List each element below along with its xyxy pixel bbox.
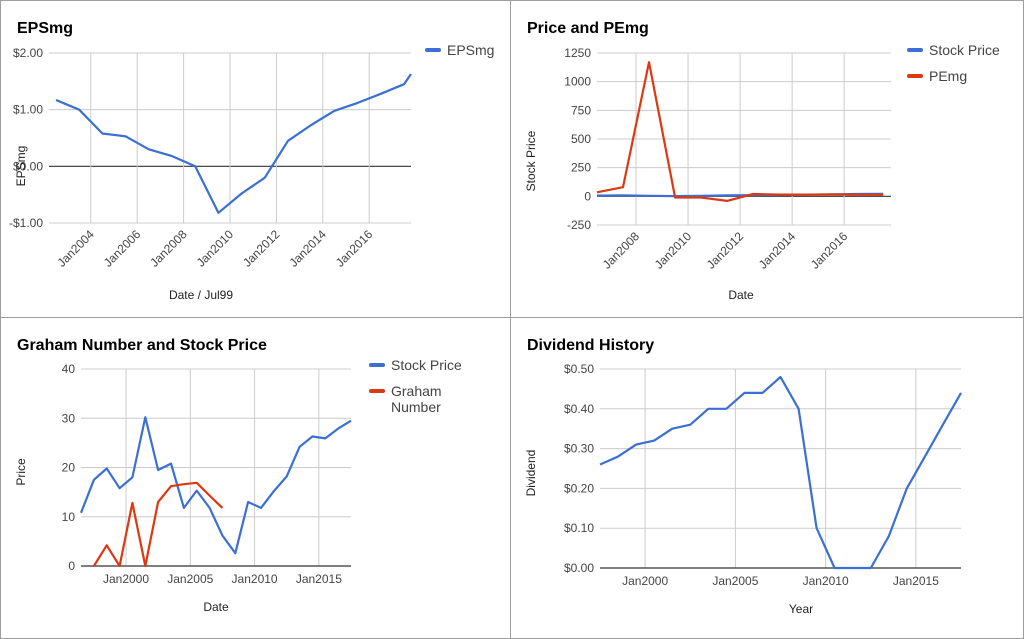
y-tick-label: 10: [62, 510, 76, 524]
x-tick-label: Jan2014: [756, 229, 799, 272]
y-tick-label: 500: [571, 132, 591, 146]
y-tick-label: 20: [62, 461, 76, 475]
y-axis-label: Price: [14, 458, 28, 486]
legend-label: Graham Number: [391, 383, 442, 415]
x-tick-label: Jan2010: [232, 572, 278, 586]
chart-price-pemg: Price and PEmg -250 0 250 500 750 1000 1250 Jan2…: [524, 20, 1000, 302]
x-tick-label: Jan2005: [167, 572, 213, 586]
y-tick-label: $0.00: [564, 561, 594, 575]
y-axis-label: Stock Price: [524, 130, 538, 191]
series-line: [599, 375, 962, 570]
x-tick-label: Jan2000: [103, 572, 149, 586]
y-tick-label: 30: [62, 411, 76, 425]
x-tick-label: Jan2015: [296, 572, 342, 586]
y-tick-label: 750: [571, 103, 591, 117]
series-line: [79, 416, 352, 555]
series-line: [92, 481, 224, 568]
x-tick-label: Jan2008: [147, 227, 190, 270]
chart-title: EPSmg: [17, 20, 73, 37]
x-tick-label: Jan2010: [194, 227, 237, 270]
x-axis-label: Date / Jul99: [169, 288, 233, 302]
y-tick-label: -$1.00: [9, 216, 43, 230]
x-axis-label: Year: [789, 602, 813, 616]
y-tick-label: $0.50: [564, 362, 594, 376]
y-tick-label: 1000: [564, 75, 591, 89]
y-tick-label: 250: [571, 161, 591, 175]
panel-epsmg: EPSmg -$1.00 $0.00 $1.00 $2.00 Jan2004 Jan2006…: [0, 0, 511, 318]
x-tick-label: Jan2000: [622, 574, 668, 588]
x-tick-label: Jan2014: [286, 227, 329, 270]
legend-label: EPSmg: [447, 42, 494, 58]
panel-dividend: Dividend History $0.00 $0.10 $0.20 $0.30 $0.4…: [510, 317, 1024, 639]
x-tick-label: Jan2008: [600, 229, 643, 272]
x-tick-label: Jan2010: [652, 229, 695, 272]
y-tick-label: 0: [68, 559, 75, 573]
y-tick-label: $0.30: [564, 442, 594, 456]
y-tick-label: 0: [584, 189, 591, 203]
y-tick-label: $0.20: [564, 481, 594, 495]
panel-price-pemg: Price and PEmg -250 0 250 500 750 1000 1250 Jan2…: [510, 0, 1024, 318]
y-axis-label: Dividend: [524, 450, 538, 497]
y-tick-label: $0.10: [564, 521, 594, 535]
y-tick-label: -250: [567, 218, 591, 232]
legend-label: PEmg: [929, 68, 967, 84]
x-axis-label: Date: [728, 288, 754, 302]
chart-title: Dividend History: [527, 337, 654, 354]
legend-label: Stock Price: [391, 357, 462, 373]
x-tick-label: Jan2010: [803, 574, 849, 588]
x-tick-label: Jan2012: [704, 229, 747, 272]
chart-title: Graham Number and Stock Price: [17, 337, 267, 354]
chart-epsmg: EPSmg -$1.00 $0.00 $1.00 $2.00 Jan2004 Jan2006…: [9, 20, 495, 302]
x-tick-label: Jan2005: [712, 574, 758, 588]
y-tick-label: $0.00: [13, 159, 43, 173]
panel-graham: Graham Number and Stock Price 0 10 20 30 40 Ja…: [0, 317, 511, 639]
x-tick-label: Jan2015: [893, 574, 939, 588]
x-tick-label: Jan2016: [333, 227, 376, 270]
y-tick-label: 40: [62, 362, 76, 376]
chart-dividend: Dividend History $0.00 $0.10 $0.20 $0.30 $0.4…: [524, 337, 962, 616]
y-tick-label: $2.00: [13, 46, 43, 60]
series-line: [55, 73, 412, 214]
chart-graham: Graham Number and Stock Price 0 10 20 30 40 Ja…: [14, 337, 462, 614]
x-tick-label: Jan2016: [808, 229, 851, 272]
series-line: [596, 61, 884, 202]
chart-title: Price and PEmg: [527, 20, 649, 37]
y-tick-label: $0.40: [564, 402, 594, 416]
y-axis-label: EPSmg: [14, 146, 28, 187]
x-axis-label: Date: [203, 600, 229, 614]
x-tick-label: Jan2004: [54, 227, 97, 270]
x-tick-label: Jan2012: [240, 227, 283, 270]
x-tick-label: Jan2006: [101, 227, 144, 270]
y-tick-label: 1250: [564, 46, 591, 60]
y-tick-label: $1.00: [13, 103, 43, 117]
legend-label: Stock Price: [929, 42, 1000, 58]
